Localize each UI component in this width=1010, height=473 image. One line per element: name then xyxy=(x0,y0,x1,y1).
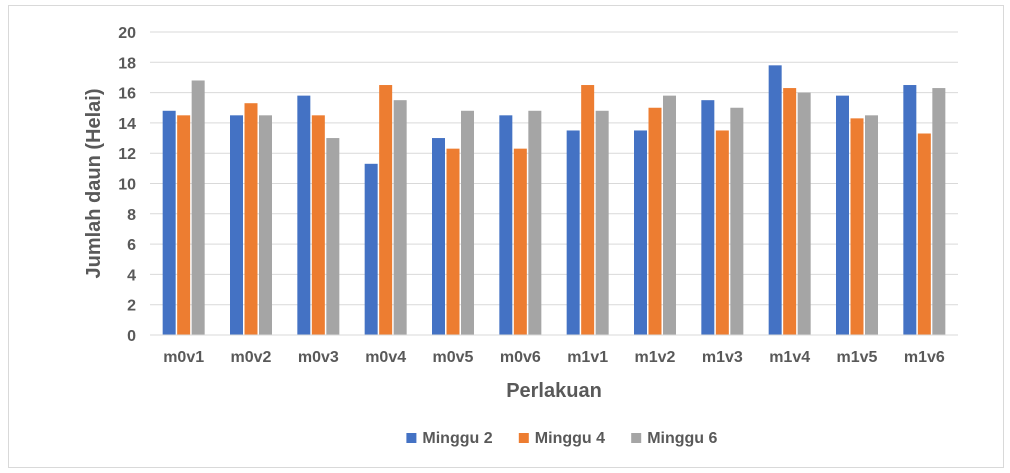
bar-minggu-2-m1v5 xyxy=(836,95,849,335)
bar-minggu-2-m0v4 xyxy=(364,163,378,335)
bar-minggu-6-m1v6 xyxy=(932,88,946,336)
x-tick-label: m1v2 xyxy=(635,349,676,366)
y-tick-label: 2 xyxy=(127,298,136,315)
x-tick-label: m1v3 xyxy=(702,349,743,366)
bar-minggu-2-m1v4 xyxy=(768,65,782,335)
bar-minggu-6-m1v2 xyxy=(663,95,676,335)
bar-minggu-6-m0v5 xyxy=(461,110,474,335)
y-tick-label: 16 xyxy=(118,86,136,103)
bar-minggu-4-m1v1 xyxy=(581,85,595,336)
y-tick-label: 4 xyxy=(127,267,136,284)
bar-minggu-2-m0v5 xyxy=(432,138,445,335)
bar-minggu-4-m1v4 xyxy=(783,88,797,336)
bar-minggu-6-m0v1 xyxy=(191,80,205,335)
y-tick-label: 14 xyxy=(118,116,136,133)
bar-minggu-6-m0v4 xyxy=(393,100,407,335)
bar-minggu-6-m1v4 xyxy=(797,92,811,335)
bar-minggu-6-m1v5 xyxy=(865,115,878,335)
x-tick-label: m0v2 xyxy=(231,349,272,366)
x-tick-label: m0v4 xyxy=(365,349,406,366)
bar-minggu-4-m0v2 xyxy=(244,103,258,335)
bar-minggu-4-m0v6 xyxy=(513,148,527,335)
bar-minggu-4-m0v4 xyxy=(379,85,393,336)
legend-swatch xyxy=(518,433,529,443)
bar-minggu-6-m1v1 xyxy=(595,110,609,335)
bar-minggu-2-m1v2 xyxy=(634,130,647,335)
bar-minggu-4-m1v6 xyxy=(917,133,931,335)
bar-minggu-4-m1v2 xyxy=(648,107,662,335)
bar-minggu-2-m1v1 xyxy=(566,130,580,335)
legend-swatch xyxy=(631,433,642,443)
bars xyxy=(162,65,946,336)
x-tick-label: m1v6 xyxy=(904,349,945,366)
bar-minggu-4-m0v3 xyxy=(311,115,325,335)
y-tick-label: 18 xyxy=(118,55,136,72)
legend: Minggu 2 Minggu 4 Minggu 6 xyxy=(406,430,718,447)
bar-minggu-2-m1v3 xyxy=(701,100,715,335)
x-tick-label: m1v1 xyxy=(567,349,608,366)
legend-label: Minggu 4 xyxy=(535,430,605,447)
y-tick-label: 0 xyxy=(127,328,136,345)
bar-minggu-4-m0v1 xyxy=(177,115,191,335)
y-axis-ticks: 0 2 4 6 8 10 12 14 16 18 20 xyxy=(118,25,136,345)
y-tick-label: 8 xyxy=(127,207,136,224)
x-axis-title: Perlakuan xyxy=(506,380,602,402)
y-tick-label: 12 xyxy=(118,146,136,163)
bar-minggu-6-m1v3 xyxy=(730,107,744,335)
bar-minggu-4-m0v5 xyxy=(446,148,460,335)
bar-minggu-2-m0v2 xyxy=(230,115,243,335)
y-tick-label: 6 xyxy=(127,237,136,254)
bar-minggu-4-m1v3 xyxy=(715,130,729,335)
bar-minggu-4-m1v5 xyxy=(850,118,864,335)
bar-minggu-2-m0v3 xyxy=(297,95,311,335)
x-tick-label: m0v5 xyxy=(433,349,474,366)
legend-swatch xyxy=(406,433,417,443)
x-tick-label: m0v3 xyxy=(298,349,339,366)
y-tick-label: 10 xyxy=(118,177,136,194)
bar-minggu-6-m0v2 xyxy=(259,115,272,335)
x-tick-label: m0v1 xyxy=(163,349,204,366)
x-tick-label: m1v4 xyxy=(769,349,810,366)
y-axis-title: Jumlah daun (Helai) xyxy=(83,88,105,278)
legend-label: Minggu 2 xyxy=(422,430,492,447)
y-tick-label: 20 xyxy=(118,25,136,42)
x-tick-label: m0v6 xyxy=(500,349,541,366)
legend-label: Minggu 6 xyxy=(647,430,717,447)
x-axis-ticks: m0v1 m0v2 m0v3 m0v4 m0v5 m0v6 m1v1 m1v2 m1v3 m1v4… xyxy=(163,349,945,366)
gridlines xyxy=(150,31,958,306)
bar-minggu-2-m1v6 xyxy=(903,85,917,336)
bar-minggu-2-m0v6 xyxy=(499,115,513,335)
bar-minggu-6-m0v6 xyxy=(528,110,542,335)
bar-minggu-2-m0v1 xyxy=(162,110,176,335)
x-tick-label: m1v5 xyxy=(837,349,878,366)
bar-minggu-6-m0v3 xyxy=(326,138,340,335)
